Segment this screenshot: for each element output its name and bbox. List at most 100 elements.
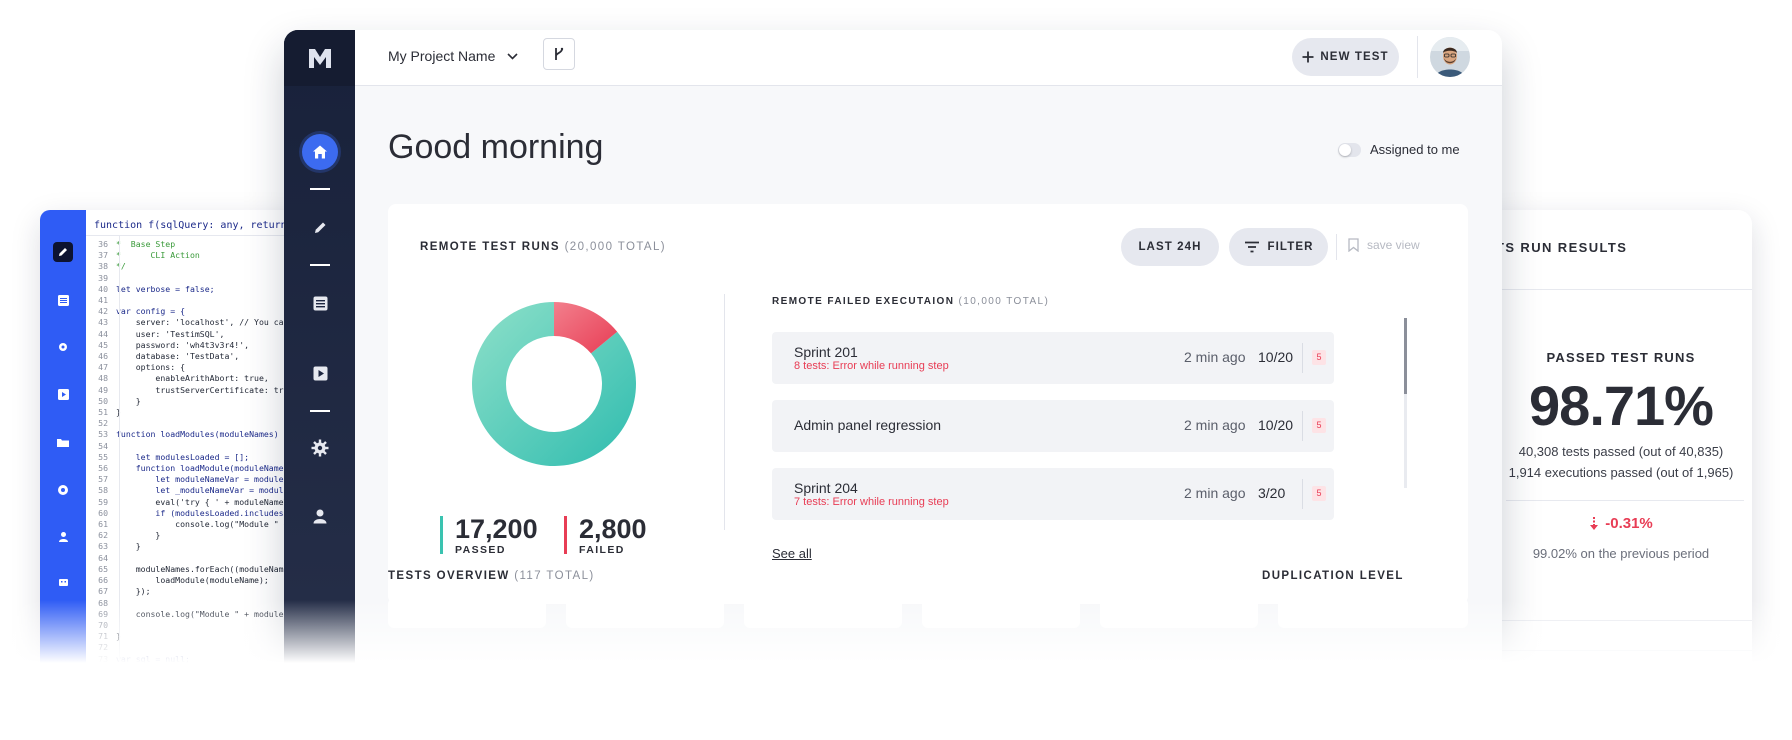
code-text: loadModule(moduleName);: [116, 575, 269, 586]
top-bar: My Project Name NEW TEST: [355, 30, 1502, 86]
branch-button[interactable]: [543, 38, 575, 70]
line-number: 67: [98, 586, 108, 597]
assigned-to-me-toggle[interactable]: Assigned to me: [1338, 142, 1460, 157]
code-line: 46 database: 'TestData',: [86, 351, 302, 362]
chevron-down-icon: [507, 52, 518, 60]
code-line: 47 options: {: [86, 362, 302, 373]
code-text: moduleNames.forEach((moduleName): [116, 563, 294, 574]
home-icon[interactable]: [302, 134, 338, 170]
line-number: 39: [98, 272, 108, 283]
line-number: 63: [98, 541, 108, 552]
bookmark-icon: [1348, 238, 1359, 252]
line-number: 37: [98, 250, 108, 261]
line-number: 60: [98, 507, 108, 518]
gear-icon[interactable]: [302, 430, 338, 466]
toggle-switch[interactable]: [1338, 142, 1361, 157]
code-text: database: 'TestData',: [116, 351, 240, 362]
line-number: 51: [98, 407, 108, 418]
previous-period-text: 99.02% on the previous period: [1532, 546, 1710, 561]
last-24h-button[interactable]: LAST 24H: [1121, 228, 1219, 266]
line-number: 58: [98, 485, 108, 496]
line-number: 45: [98, 339, 108, 350]
failure-badge: 5: [1312, 350, 1326, 365]
line-number: 55: [98, 451, 108, 462]
code-line: 58 let _moduleNameVar = moduleN: [86, 485, 302, 496]
code-line: 55 let modulesLoaded = [];: [86, 452, 302, 463]
code-line: 54: [86, 441, 302, 452]
list-icon[interactable]: [302, 285, 338, 321]
run-name: Admin panel regression: [794, 417, 942, 433]
line-number: 41: [98, 295, 108, 306]
code-text: });: [116, 586, 151, 597]
code-text: if (modulesLoaded.includes(m: [116, 507, 294, 518]
tests-overview-title: TESTS OVERVIEW (117 TOTAL): [388, 570, 595, 582]
line-number: 56: [98, 463, 108, 474]
see-all-link[interactable]: See all: [772, 546, 812, 561]
code-signature: function f(sqlQuery: any, returnVaria: [86, 210, 302, 236]
table-row[interactable]: Sprint 201 8 tests: Error while running …: [772, 332, 1334, 384]
code-text: password: 'wh4t3v3r4!',: [116, 339, 250, 350]
save-view-button[interactable]: save view: [1348, 238, 1420, 252]
code-text: let moduleNameVar = moduleNa: [116, 474, 294, 485]
run-time: 2 min ago: [1184, 485, 1246, 501]
line-number: 53: [98, 429, 108, 440]
code-line: 40 let verbose = false;: [86, 284, 302, 295]
code-line: 36 * Base Step: [86, 239, 302, 250]
table-row[interactable]: Sprint 204 7 tests: Error while running …: [772, 468, 1334, 520]
code-text: * Base Step: [116, 239, 176, 249]
code-line: 48 enableArithAbort: true,: [86, 373, 302, 384]
results-title: TS RUN RESULTS: [1490, 210, 1752, 290]
code-lines: 36 * Base Step 37 * CLI Action 38 */ 39 40 let v…: [86, 236, 302, 687]
list-icon[interactable]: [53, 290, 73, 310]
code-line: 63 }: [86, 541, 302, 552]
table-row[interactable]: Admin panel regression 2 min ago 10/20 5: [772, 400, 1334, 452]
code-line: 64: [86, 553, 302, 564]
run-name: Sprint 204: [794, 480, 858, 496]
line-number: 61: [98, 519, 108, 530]
code-text: }: [116, 407, 121, 417]
delta-value: -0.31%: [1490, 515, 1752, 532]
code-text: */: [116, 261, 126, 272]
branch-icon: [555, 47, 564, 60]
avatar[interactable]: [1430, 37, 1470, 77]
line-number: 66: [98, 575, 108, 586]
plus-icon: [1302, 51, 1314, 63]
pencil-icon[interactable]: [53, 242, 73, 262]
bottom-fade: [0, 600, 1792, 740]
line-number: 46: [98, 351, 108, 362]
play-icon[interactable]: [53, 384, 73, 404]
duplication-level-title: DUPLICATION LEVEL: [1262, 570, 1404, 582]
code-line: 41: [86, 295, 302, 306]
user-icon[interactable]: [302, 498, 338, 534]
main-sidebar: [284, 30, 355, 690]
pencil-icon[interactable]: [302, 209, 338, 245]
code-text: user: 'TestimSQL',: [116, 328, 225, 339]
line-number: 54: [98, 440, 108, 451]
code-text: server: 'localhost', // You can: [116, 317, 289, 328]
user-icon[interactable]: [53, 526, 73, 546]
robot-icon[interactable]: [53, 572, 73, 592]
project-selector[interactable]: My Project Name: [388, 48, 518, 64]
scrollbar[interactable]: [1404, 318, 1407, 488]
code-line: 59 eval('try { ' + moduleNameVa: [86, 497, 302, 508]
scrollbar-thumb[interactable]: [1404, 318, 1407, 394]
line-number: 38: [98, 261, 108, 272]
gear-icon[interactable]: [53, 480, 73, 500]
run-name: Sprint 201: [794, 344, 858, 360]
play-icon[interactable]: [302, 355, 338, 391]
line-number: 50: [98, 395, 108, 406]
filter-button[interactable]: FILTER: [1229, 228, 1328, 266]
assigned-label: Assigned to me: [1370, 142, 1460, 157]
code-line: 66 loadModule(moduleName);: [86, 575, 302, 586]
code-text: * CLI Action: [116, 250, 200, 261]
code-text: function loadModules(moduleNames) {: [116, 429, 289, 440]
code-line: 38 */: [86, 261, 302, 272]
app-logo[interactable]: [306, 44, 334, 72]
folder-icon[interactable]: [53, 432, 73, 452]
bug-icon[interactable]: [53, 337, 73, 357]
new-test-button[interactable]: NEW TEST: [1292, 38, 1399, 76]
line-number: 65: [98, 563, 108, 574]
line-number: 48: [98, 373, 108, 384]
run-error: 8 tests: Error while running step: [794, 360, 949, 372]
code-line: 50 }: [86, 396, 302, 407]
